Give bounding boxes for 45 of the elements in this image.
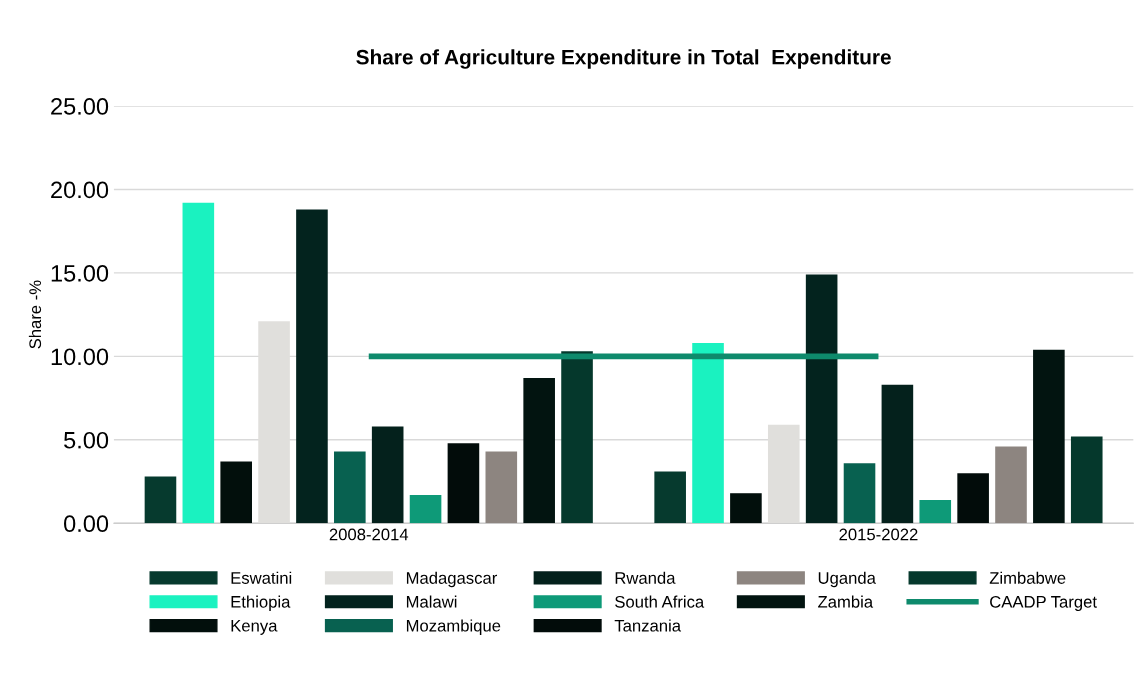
bar [654,471,686,524]
bar [220,461,252,524]
legend-label: Malawi [406,595,457,608]
bar [371,426,404,524]
legend-label: Kenya [231,619,278,635]
bar [805,274,838,524]
bar [182,202,215,524]
legend-label: Mozambique [406,619,501,635]
y-tick-label: 15.00 [51,264,109,282]
bar [995,446,1027,524]
y-tick-label: 20.00 [51,181,109,199]
legend-label: Ethiopia [231,595,291,612]
legend-label: Tanzania [614,619,682,632]
x-tick-label: 2015-2022 [839,528,918,541]
y-tick-label: 25.00 [51,98,109,115]
bar [919,499,952,524]
y-tick-label: 5.00 [64,431,109,449]
legend-label: Madagascar [406,571,498,588]
bar [843,463,876,524]
legend-label: Zimbabwe [989,571,1066,584]
bar [1070,436,1103,524]
legend-label: CAADP Target [990,595,1097,612]
legend-label: South Africa [615,595,705,608]
bar [561,351,593,524]
x-tick-label: 2008-2014 [329,528,409,541]
legend-label: Uganda [818,571,876,588]
bar [1033,349,1065,524]
bar [881,384,914,524]
legend-label: Zambia [818,595,874,608]
y-tick-label: 0.00 [64,515,109,533]
bar [523,378,555,524]
bar [144,476,177,524]
bar [296,209,328,524]
bar [447,443,480,524]
legend-label: Eswatini [231,571,292,584]
bar [730,493,762,524]
y-axis-title: Share -% [28,280,42,349]
chart-title: Share of Agriculture Expenditure in Total Expenditure [356,49,891,69]
y-tick-label: 10.00 [51,348,109,366]
bar [334,451,366,524]
bar [409,494,442,524]
legend-label: Rwanda [615,571,676,584]
bar [957,473,989,524]
bar [692,343,724,524]
bar [485,451,518,524]
